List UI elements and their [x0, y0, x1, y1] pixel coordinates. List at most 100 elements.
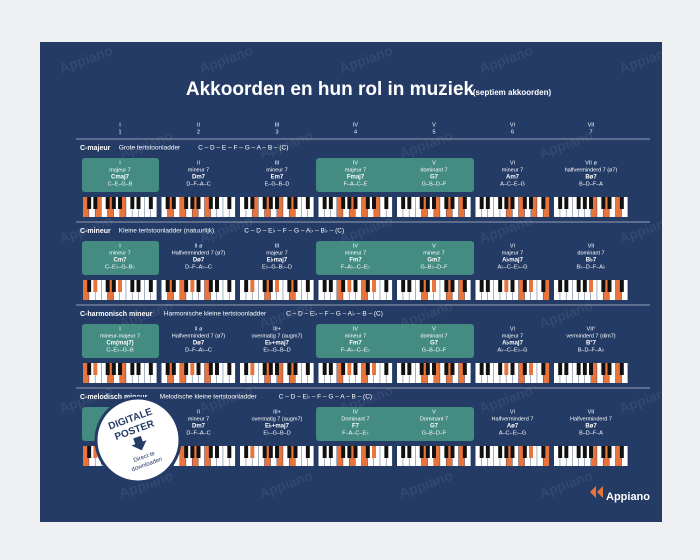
black-key [322, 363, 327, 375]
white-key [161, 363, 168, 383]
chord-name: E♭+maj7 [265, 423, 290, 430]
black-key [208, 197, 213, 209]
black-key [485, 363, 490, 375]
white-key [167, 363, 174, 383]
black-key [450, 446, 455, 458]
white-key [578, 197, 585, 217]
black-key [105, 197, 110, 209]
white-key [138, 197, 145, 217]
black-key [372, 280, 376, 292]
black-key [504, 280, 509, 292]
black-key [365, 197, 370, 209]
black-key [215, 363, 219, 375]
white-key [83, 363, 89, 383]
white-key [167, 197, 174, 217]
black-key [341, 363, 346, 375]
black-key [148, 363, 153, 375]
white-key [440, 363, 446, 383]
white-key [475, 280, 482, 300]
white-key [270, 446, 277, 466]
header-numeral: II [197, 122, 201, 128]
black-key [582, 280, 587, 292]
white-key [343, 446, 349, 466]
white-key [144, 197, 151, 217]
white-key [603, 280, 610, 300]
white-key [107, 363, 114, 383]
white-key [229, 280, 236, 300]
logo: Appiano [606, 491, 650, 503]
white-key [126, 280, 132, 300]
white-key [475, 197, 482, 217]
chord-numeral: I [119, 326, 121, 332]
black-key [485, 197, 490, 209]
black-key [93, 363, 98, 375]
white-key [301, 280, 308, 300]
white-key [270, 280, 277, 300]
black-key [510, 280, 515, 292]
black-key [341, 446, 346, 458]
black-key [184, 280, 189, 292]
white-key [204, 363, 211, 383]
chord-notes: C–E–G–B [108, 181, 133, 187]
white-key [554, 446, 560, 466]
black-key [462, 197, 467, 209]
white-key [572, 446, 579, 466]
black-key [576, 280, 581, 292]
black-key [111, 280, 116, 292]
white-key [446, 280, 453, 300]
white-key [355, 446, 362, 466]
black-key [450, 363, 455, 375]
white-key [500, 446, 506, 466]
white-key [434, 446, 440, 466]
black-key [450, 280, 455, 292]
white-key [578, 363, 585, 383]
white-key [597, 446, 603, 466]
chord-notes: G–B♭–D–F [420, 263, 448, 270]
white-key [584, 280, 591, 300]
white-key [307, 197, 314, 217]
white-key [609, 363, 616, 383]
chord-name: Bø7 [585, 424, 597, 430]
black-key [184, 363, 189, 375]
white-key [518, 363, 525, 383]
white-key [615, 363, 622, 383]
black-key [215, 446, 219, 458]
black-key [250, 197, 255, 209]
white-key [427, 446, 434, 466]
white-key [277, 280, 283, 300]
black-key [510, 446, 515, 458]
white-key [343, 280, 349, 300]
white-key [192, 363, 199, 383]
highlight-box [316, 241, 474, 275]
black-key [384, 280, 389, 292]
white-key [192, 280, 199, 300]
black-key [384, 197, 389, 209]
white-key [180, 197, 186, 217]
white-key [591, 363, 597, 383]
black-key [601, 446, 606, 458]
white-key [367, 197, 374, 217]
white-key [361, 197, 368, 217]
white-key [295, 280, 302, 300]
white-key [210, 363, 217, 383]
white-key [113, 363, 120, 383]
black-key [504, 197, 509, 209]
black-key [365, 446, 370, 458]
white-key [524, 363, 531, 383]
header-numeral: VI [510, 122, 516, 128]
white-key [180, 363, 186, 383]
highlight-box [82, 158, 159, 192]
white-key [560, 280, 566, 300]
white-key [421, 363, 428, 383]
white-key [380, 363, 386, 383]
chord-numeral: IV [353, 409, 359, 415]
black-key [444, 197, 449, 209]
black-key [353, 280, 358, 292]
white-key [229, 446, 236, 466]
white-key [349, 197, 356, 217]
black-key [215, 197, 219, 209]
white-key [289, 446, 296, 466]
white-key [217, 363, 223, 383]
white-key [217, 280, 223, 300]
white-key [180, 446, 186, 466]
